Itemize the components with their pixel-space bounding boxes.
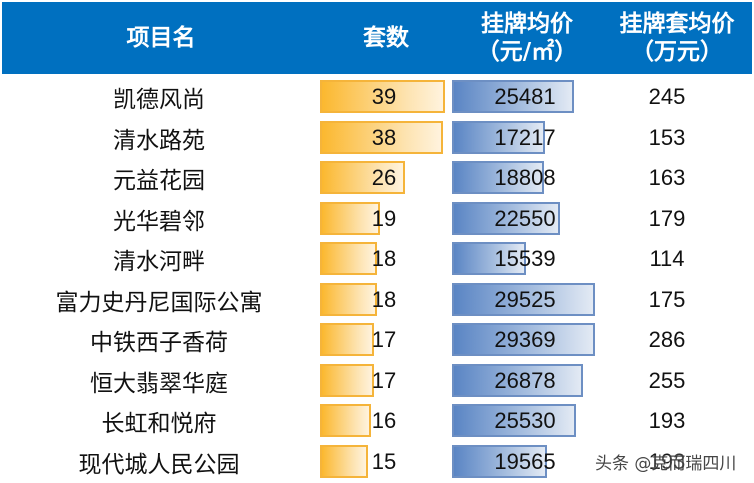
unit-count-value: 17	[371, 327, 397, 352]
unit-count-bar	[320, 80, 445, 113]
project-name: 凯德风尚	[113, 87, 205, 113]
unit-count-bar	[320, 444, 368, 478]
project-name: 长虹和悦府	[101, 411, 217, 437]
unit-count-value: 18	[371, 246, 397, 271]
unit-count-bar	[320, 201, 380, 235]
avg-price-bar	[452, 161, 544, 194]
table-row: 中铁西子香荷 17 29369 286	[0, 320, 754, 360]
unit-count-value: 18	[371, 286, 397, 312]
avg-price-value: 15539	[494, 246, 556, 271]
header-project-name: 项目名	[2, 2, 320, 74]
header-avg-total-line1: 挂牌套均价	[619, 11, 735, 37]
header-avg-price: 挂牌均价 （元/㎡）	[452, 2, 602, 74]
avg-price-value: 29525	[494, 286, 556, 312]
avg-price-bar	[452, 201, 560, 235]
table-row: 清水路苑 38 17217 153	[0, 118, 754, 158]
unit-count-value: 19	[371, 205, 397, 231]
avg-total-price-value: 255	[648, 367, 686, 393]
avg-total-price-value: 153	[648, 124, 686, 150]
unit-count-bar	[320, 161, 405, 194]
table-row: 清水河畔 18 15539 114	[0, 239, 754, 279]
avg-total-price-value: 163	[648, 165, 686, 190]
header-avg-price-line1: 挂牌均价	[481, 11, 573, 37]
unit-count-bar	[320, 282, 377, 316]
unit-count-value: 39	[371, 84, 397, 109]
project-name: 元益花园	[113, 168, 205, 194]
header-avg-price-line2: （元/㎡）	[476, 39, 578, 65]
avg-total-price-value: 179	[648, 205, 686, 231]
project-name: 清水河畔	[113, 249, 205, 275]
header-unit-count-label: 套数	[363, 25, 409, 51]
project-name: 中铁西子香荷	[90, 330, 228, 356]
table-row: 长虹和悦府 16 25530 193	[0, 401, 754, 441]
avg-price-bar	[452, 444, 547, 478]
table-row: 元益花园 26 18808 163	[0, 158, 754, 198]
table-row: 富力史丹尼国际公寓 18 29525 175	[0, 280, 754, 320]
avg-price-bar	[452, 120, 545, 154]
header-avg-total-price: 挂牌套均价 （万元）	[602, 2, 752, 74]
header-unit-count: 套数	[320, 2, 452, 74]
avg-total-price-value: 245	[648, 84, 686, 109]
avg-total-price-value: 114	[649, 246, 685, 271]
avg-total-price-value: 193	[648, 448, 686, 474]
unit-count-value: 16	[371, 408, 397, 433]
header-project-name-label: 项目名	[126, 25, 196, 51]
avg-price-value: 29369	[494, 327, 556, 352]
header-avg-total-line2: （万元）	[631, 39, 723, 65]
avg-price-value: 19565	[494, 448, 556, 474]
unit-count-bar	[320, 323, 374, 356]
avg-price-bar	[452, 282, 595, 316]
table-row: 光华碧邻 19 22550 179	[0, 199, 754, 239]
table-row: 凯德风尚 39 25481 245	[0, 77, 754, 117]
unit-count-value: 15	[371, 448, 397, 474]
project-name: 现代城人民公园	[78, 451, 240, 478]
watermark: 头条 @克而瑞四川	[595, 454, 737, 474]
unit-count-bar	[320, 363, 374, 397]
table-header: 项目名 套数 挂牌均价 （元/㎡） 挂牌套均价 （万元）	[2, 2, 752, 74]
unit-count-bar	[320, 120, 443, 154]
avg-price-value: 26878	[494, 367, 556, 393]
avg-total-price-value: 175	[648, 286, 686, 312]
unit-count-value: 17	[371, 367, 397, 393]
table-row: 现代城人民公园 15 19565 193	[0, 442, 754, 482]
avg-price-value: 18808	[494, 165, 556, 190]
avg-total-price-value: 286	[648, 327, 686, 352]
avg-price-value: 25481	[494, 84, 556, 109]
avg-price-bar	[452, 363, 583, 397]
avg-price-bar	[452, 242, 526, 275]
table-row: 恒大翡翠华庭 17 26878 255	[0, 361, 754, 401]
project-name: 光华碧邻	[113, 208, 205, 235]
unit-count-value: 26	[371, 165, 397, 190]
avg-price-bar	[452, 323, 595, 356]
avg-price-bar	[452, 80, 574, 113]
project-name: 清水路苑	[113, 127, 205, 154]
project-name: 富力史丹尼国际公寓	[55, 289, 263, 316]
unit-count-value: 38	[371, 124, 397, 150]
avg-total-price-value: 193	[648, 408, 686, 433]
project-name: 恒大翡翠华庭	[90, 370, 228, 397]
avg-price-bar	[452, 404, 576, 437]
avg-price-value: 25530	[494, 408, 556, 433]
avg-price-value: 17217	[494, 124, 556, 150]
unit-count-bar	[320, 242, 377, 275]
avg-price-value: 22550	[494, 205, 556, 231]
unit-count-bar	[320, 404, 371, 437]
